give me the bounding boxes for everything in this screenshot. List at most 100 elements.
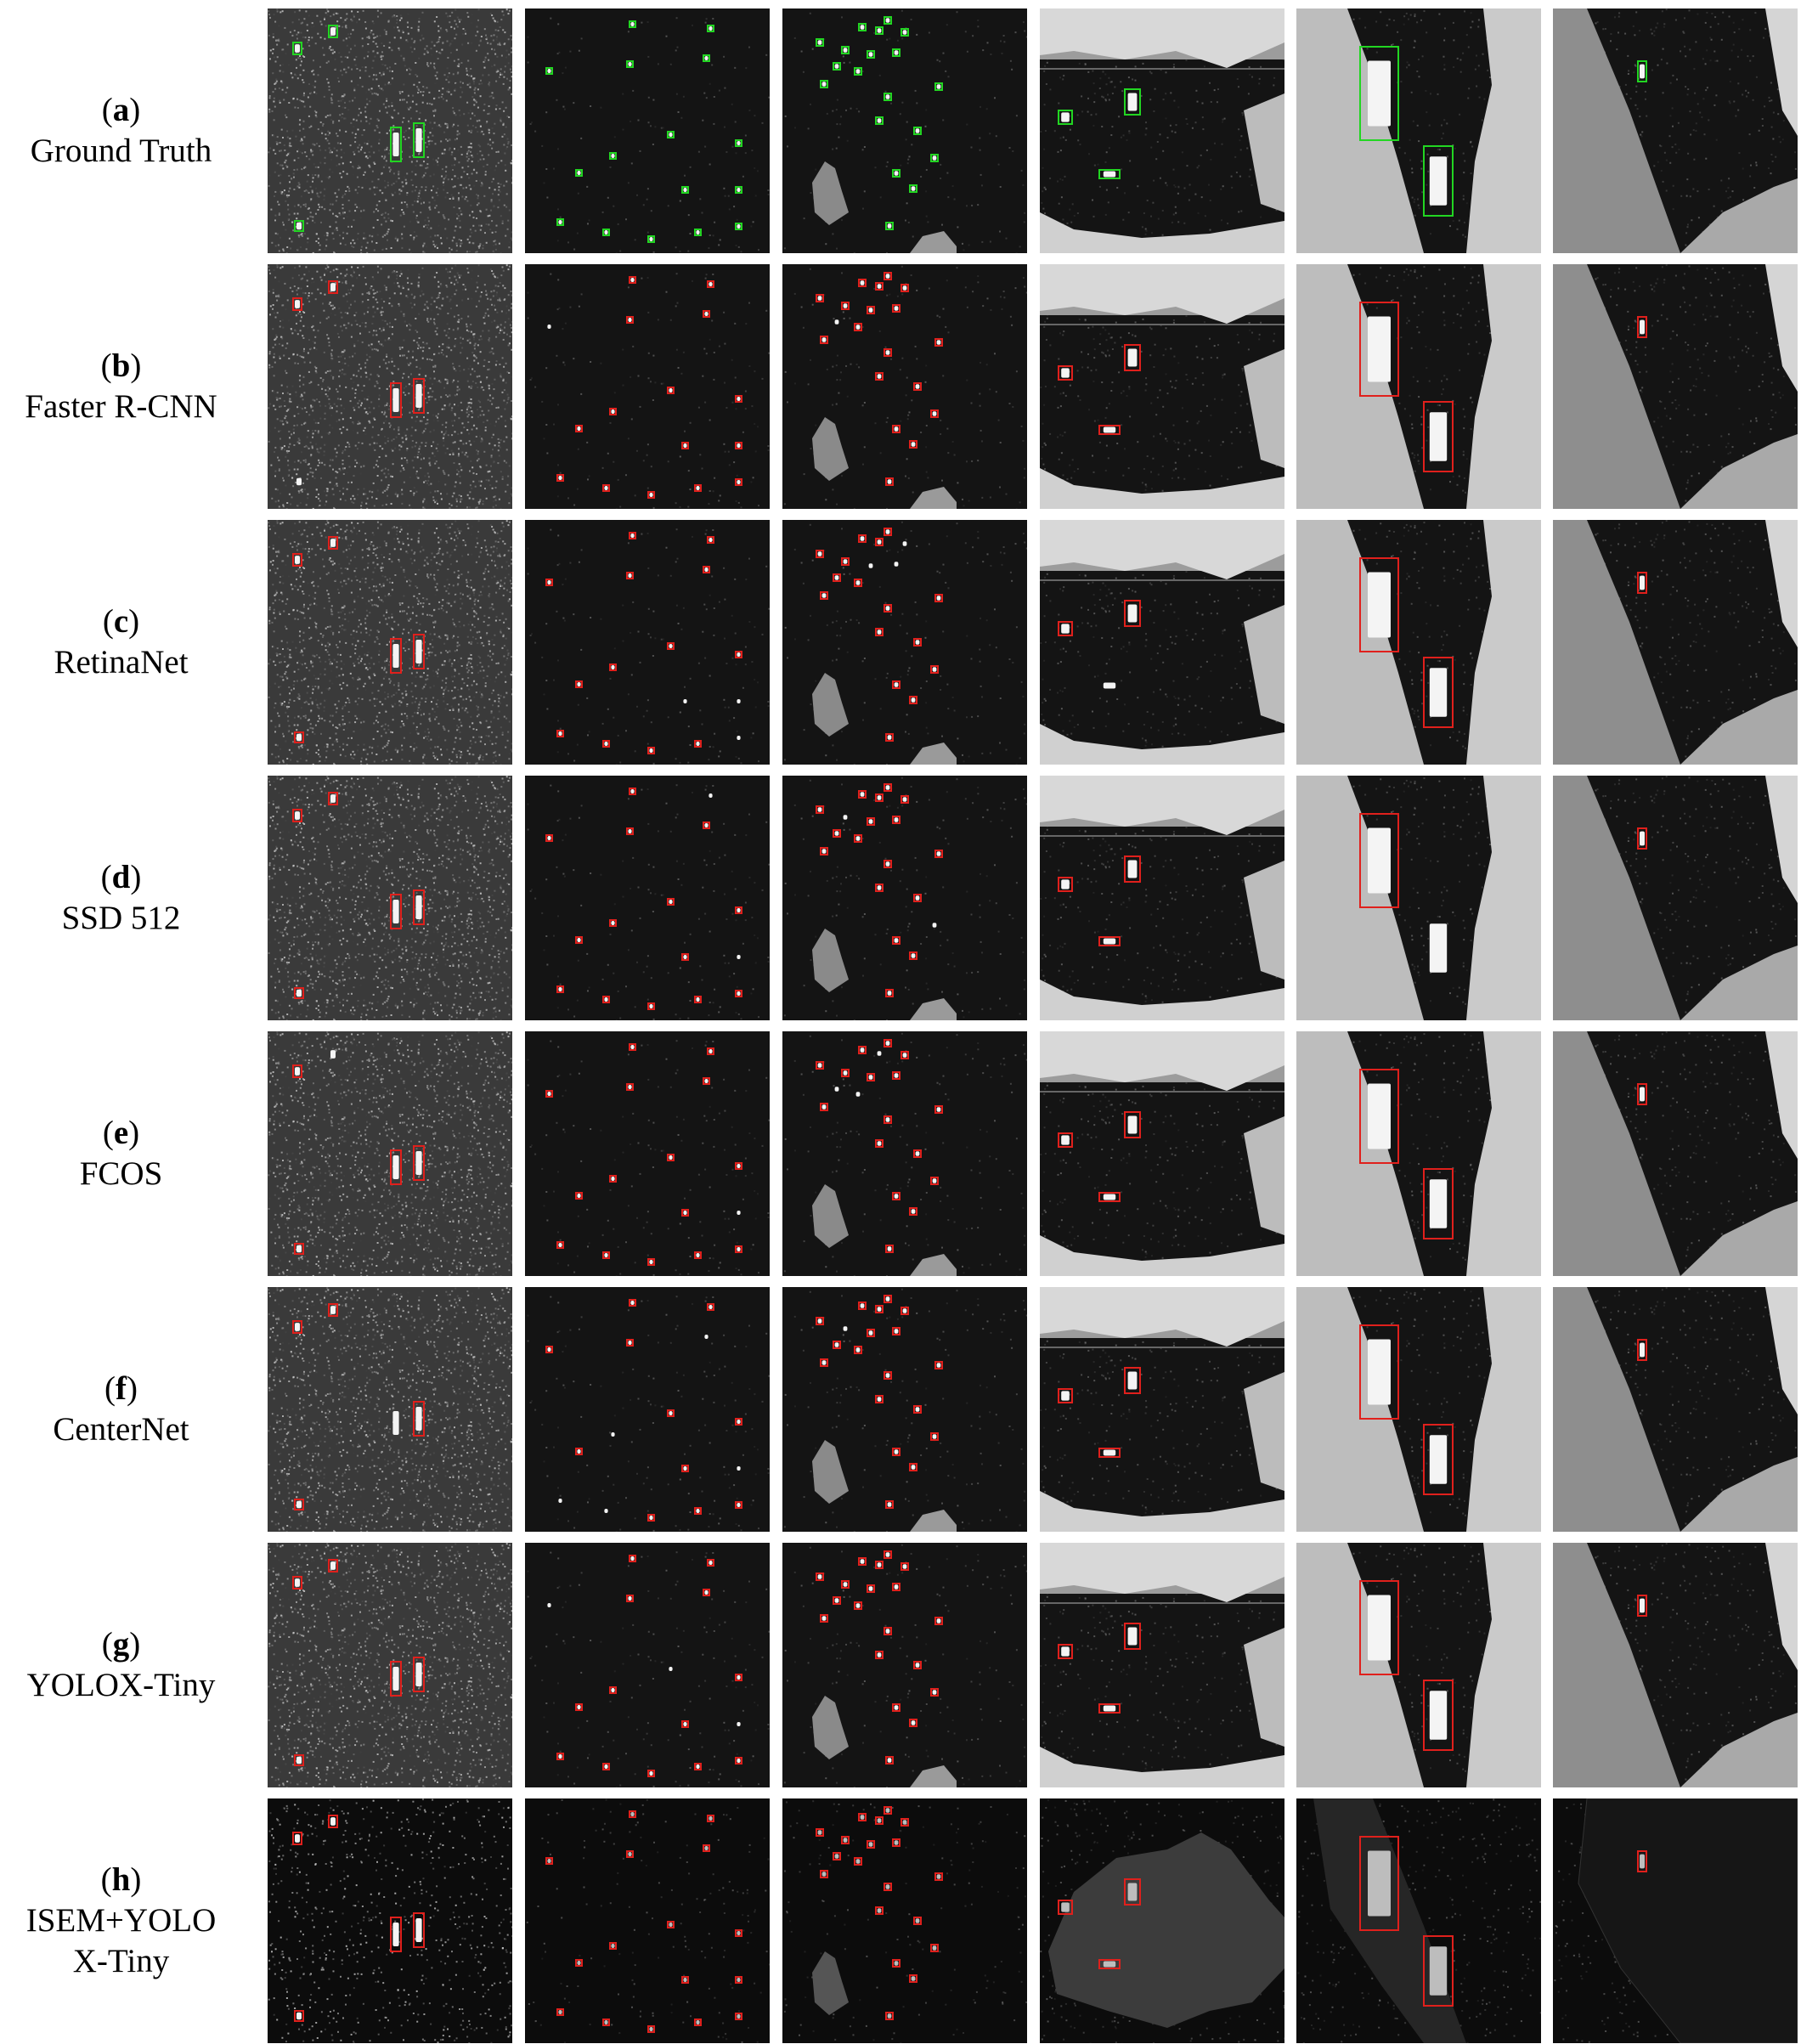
sar-image-panel (1040, 8, 1284, 253)
sar-image (1296, 8, 1541, 253)
detection-box (602, 2019, 610, 2026)
detection-box (934, 594, 943, 602)
sar-image (525, 776, 770, 1020)
detection-box (1098, 1448, 1121, 1458)
detection-box (833, 1596, 841, 1605)
detection-box (875, 1561, 884, 1569)
sar-image (1040, 1798, 1284, 2043)
detection-box (841, 302, 850, 310)
detection-box (934, 1617, 943, 1625)
detection-box (820, 1870, 828, 1878)
detection-box (934, 82, 943, 91)
detection-box (892, 1838, 900, 1847)
detection-box (294, 987, 304, 999)
detection-box (885, 2012, 894, 2020)
method-name: RetinaNet (0, 642, 242, 683)
detection-box (735, 1757, 742, 1765)
sar-image (782, 264, 1027, 509)
sar-image-panel (1553, 264, 1798, 509)
sar-image (525, 520, 770, 765)
detection-box (575, 425, 583, 432)
detection-box (626, 827, 634, 835)
detection-box (390, 1661, 402, 1697)
detection-box (833, 1341, 841, 1349)
detection-box (667, 642, 675, 650)
sar-image (1553, 776, 1798, 1020)
detection-box (875, 372, 884, 381)
detection-box (647, 747, 655, 754)
detection-box (833, 829, 841, 838)
detection-box (647, 1258, 655, 1266)
detection-box (292, 809, 302, 822)
detection-box (884, 348, 892, 357)
detection-box (1058, 1132, 1073, 1148)
detection-box (292, 1576, 302, 1589)
sar-image (1296, 264, 1541, 509)
detection-box (735, 1245, 742, 1253)
detection-box (892, 169, 900, 178)
sar-image-panel (1040, 1798, 1284, 2043)
detection-box (292, 297, 302, 311)
sar-image (268, 264, 512, 509)
detection-box (1637, 827, 1647, 850)
sar-image (1040, 1031, 1284, 1276)
detection-box (858, 23, 867, 31)
detection-box (875, 793, 884, 802)
detection-box (816, 1828, 824, 1837)
detection-box (681, 1720, 689, 1728)
detection-box (930, 154, 939, 162)
detection-box (328, 792, 338, 805)
detection-box (885, 1756, 894, 1765)
detection-box (930, 1944, 939, 1952)
detection-box (1359, 1324, 1399, 1420)
detection-box (413, 1657, 425, 1692)
detection-box (913, 894, 922, 902)
detection-box (609, 663, 617, 671)
row-letter: (d) (0, 857, 242, 898)
detection-box (884, 860, 892, 868)
method-name: Faster R-CNN (0, 387, 242, 427)
detection-box (892, 1583, 900, 1591)
detection-box (413, 1401, 425, 1437)
detection-box (884, 528, 892, 536)
detection-box (858, 1813, 867, 1821)
detection-box (841, 1836, 850, 1844)
detection-box (875, 1816, 884, 1825)
detection-box (413, 1912, 425, 1948)
detection-box (609, 152, 617, 160)
detection-box (707, 1815, 714, 1822)
detection-box (913, 1917, 922, 1925)
sar-image-panel (525, 520, 770, 765)
detection-box (1423, 1168, 1454, 1239)
sar-image (1553, 1031, 1798, 1276)
detection-box (884, 16, 892, 25)
detection-box (892, 1959, 900, 1968)
sar-image (1296, 1031, 1541, 1276)
detection-box (909, 1463, 917, 1471)
detection-box (867, 1840, 875, 1849)
detection-box (913, 382, 922, 391)
detection-box (735, 906, 742, 914)
detection-box (667, 131, 675, 138)
sar-image-panel (268, 264, 512, 509)
detection-box (390, 382, 402, 418)
detection-box (545, 1090, 553, 1098)
detection-box (1359, 1580, 1399, 1675)
detection-box (841, 1580, 850, 1589)
detection-box (909, 951, 917, 960)
detection-box (694, 229, 702, 236)
detection-box (694, 484, 702, 492)
sar-image-panel (782, 264, 1027, 509)
detection-box (413, 1145, 425, 1181)
detection-box (413, 122, 425, 158)
row-letter: (c) (0, 601, 242, 642)
detection-box (575, 936, 583, 944)
detection-box (609, 408, 617, 415)
detection-box (694, 1251, 702, 1259)
sar-image-panel (1296, 1798, 1541, 2043)
detection-box (1359, 302, 1399, 397)
sar-image (1553, 8, 1798, 253)
detection-box (647, 491, 655, 499)
detection-box (930, 665, 939, 674)
detection-box (390, 127, 402, 162)
